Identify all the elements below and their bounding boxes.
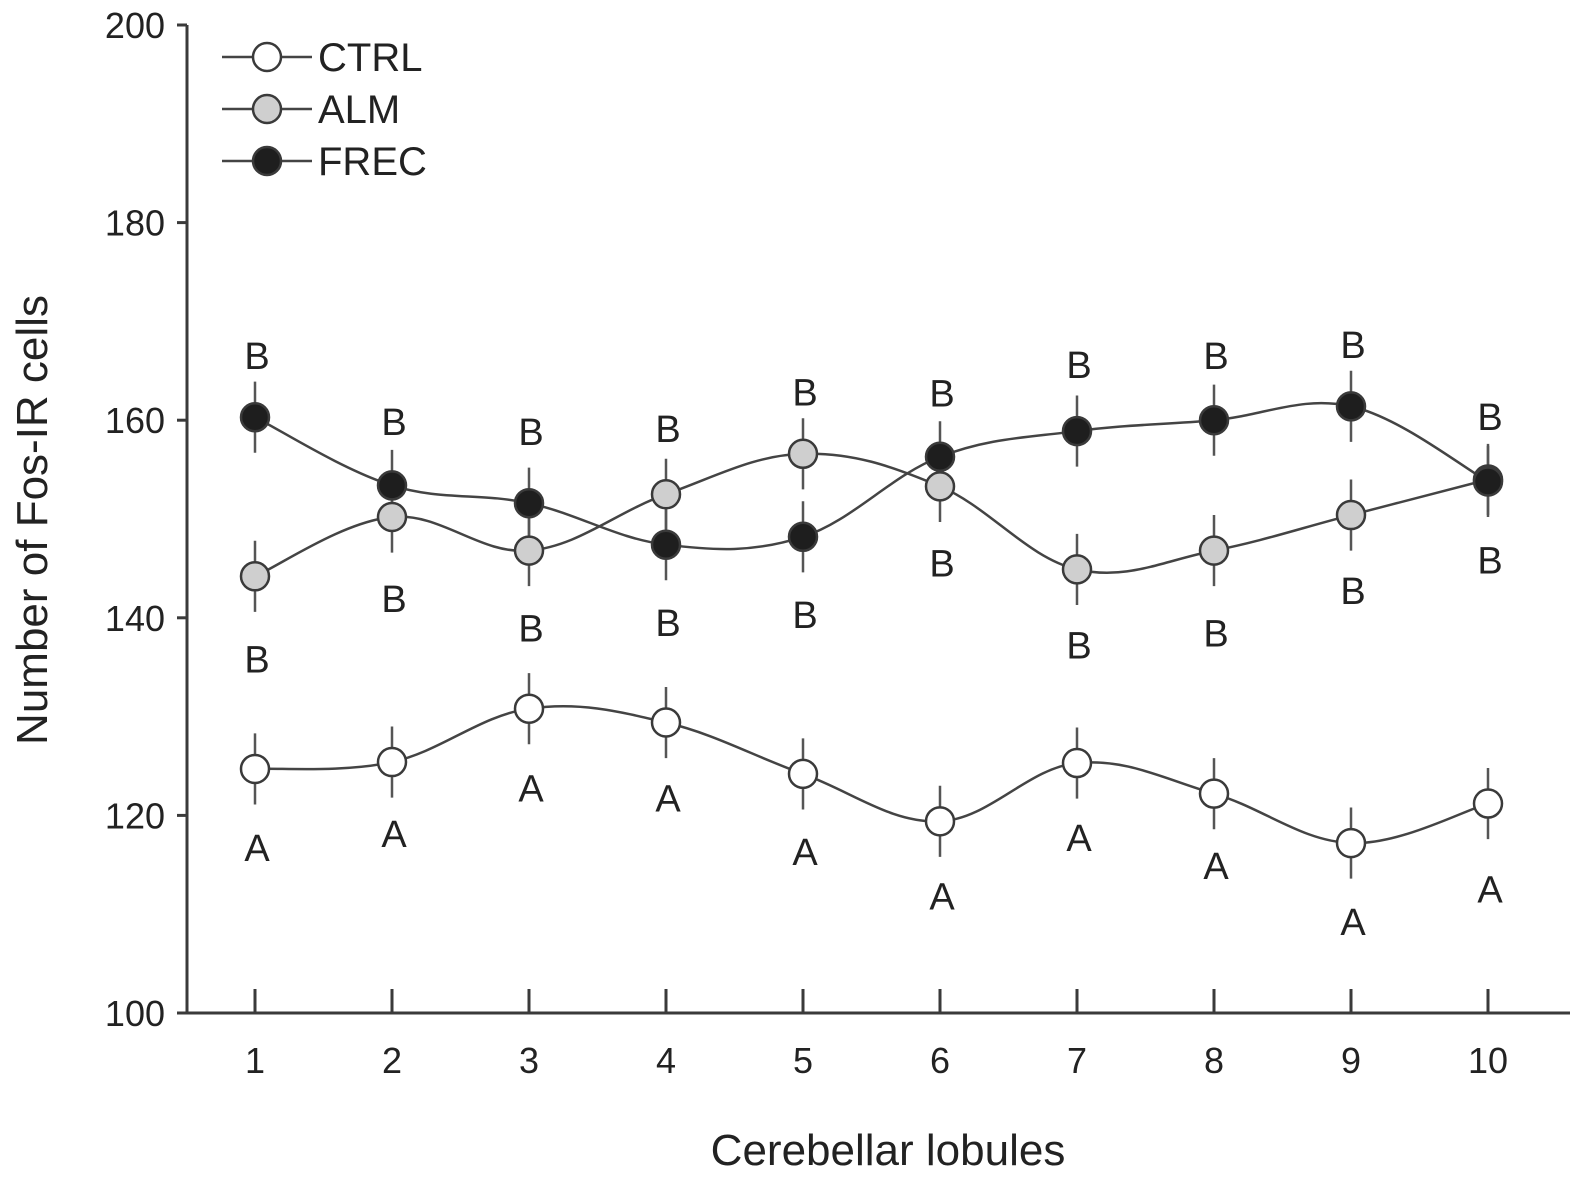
alm-significance-label: B [1340, 571, 1365, 613]
axes [185, 25, 1570, 1015]
frec-significance-label: B [381, 402, 406, 444]
ctrl-significance-label: A [1477, 870, 1503, 912]
alm-significance-label: B [655, 603, 680, 645]
ctrl-significance-label: A [1066, 818, 1092, 860]
alm-significance-label: B [381, 579, 406, 621]
x-tick-label: 4 [656, 1040, 676, 1081]
ctrl-point [924, 806, 956, 837]
ctrl-point [376, 746, 408, 778]
series-markers [239, 391, 1504, 859]
y-tick-label: 100 [105, 993, 165, 1034]
frec-significance-label: B [792, 373, 817, 415]
alm-point [513, 535, 545, 566]
ctrl-legend-marker [251, 41, 283, 73]
frec-point [924, 441, 956, 473]
alm-point [1335, 499, 1367, 531]
ctrl-significance-label: A [1340, 902, 1366, 944]
alm-significance-label: B [244, 639, 269, 681]
ctrl-point [513, 693, 545, 724]
ctrl-point [650, 707, 682, 738]
alm-significance-label: B [1477, 541, 1502, 583]
alm-significance-label: B [518, 609, 543, 651]
x-tick-label: 2 [382, 1040, 402, 1081]
frec-point [376, 470, 408, 501]
frec-point [1472, 466, 1504, 497]
alm-point [650, 479, 682, 510]
ctrl-significance-label: A [244, 828, 270, 870]
x-tick-label: 7 [1067, 1040, 1087, 1081]
frec-point [1061, 415, 1093, 447]
alm-point [924, 471, 956, 502]
ctrl-significance-label: A [792, 832, 818, 874]
y-tick-label: 180 [105, 203, 165, 244]
ctrl-point [1472, 788, 1504, 819]
ctrl-significance-label: A [929, 876, 955, 918]
frec-point [787, 521, 819, 553]
y-ticks: 100 120 140 160 180 200 [105, 5, 187, 1034]
frec-significance-label: B [1340, 325, 1365, 367]
frec-significance-label: B [929, 374, 954, 416]
y-tick-label: 200 [105, 5, 165, 46]
alm-point [1198, 535, 1230, 566]
alm-point [787, 438, 819, 470]
y-tick-label: 140 [105, 598, 165, 639]
frec-significance-label: B [518, 412, 543, 454]
frec-point [513, 487, 545, 519]
frec-legend-label: FREC [318, 140, 427, 184]
y-tick-label: 160 [105, 400, 165, 441]
error-bars [253, 370, 1490, 879]
alm-legend-label: ALM [318, 88, 400, 132]
frec-significance-label: B [1066, 345, 1091, 387]
frec-point [1335, 391, 1367, 422]
x-tick-label: 10 [1468, 1040, 1508, 1081]
frec-point [650, 529, 682, 560]
ctrl-point [239, 753, 271, 785]
ctrl-point [1198, 778, 1230, 809]
frec-point [239, 401, 271, 433]
ctrl-point [1335, 827, 1367, 859]
ctrl-point [1061, 747, 1093, 779]
ctrl-significance-label: A [655, 779, 681, 821]
x-axis-title: Cerebellar lobules [711, 1126, 1066, 1175]
ctrl-significance-label: A [518, 769, 544, 811]
alm-significance-label: B [929, 543, 954, 585]
alm-significance-label: B [1203, 614, 1228, 656]
frec-significance-label: B [655, 409, 680, 451]
frec-point [1198, 404, 1230, 436]
x-tick-label: 9 [1341, 1040, 1361, 1081]
significance-labels: A A A A A A A A A A B B B B B B B B B B B B B B B B B B B B [244, 325, 1503, 944]
x-tick-label: 1 [245, 1040, 265, 1081]
ctrl-significance-label: A [381, 814, 407, 856]
ctrl-significance-label: A [1203, 846, 1229, 888]
x-tick-label: 5 [793, 1040, 813, 1081]
legend: CTRL ALM FREC [222, 36, 427, 184]
alm-point [376, 501, 408, 533]
alm-point [1061, 554, 1093, 585]
frec-line [254, 402, 1489, 551]
alm-point [239, 561, 271, 592]
x-tick-label: 3 [519, 1040, 539, 1081]
frec-significance-label: B [1477, 397, 1502, 439]
frec-significance-label: B [244, 336, 269, 378]
x-tick-label: 8 [1204, 1040, 1224, 1081]
x-tick-label: 6 [930, 1040, 950, 1081]
alm-significance-label: B [1066, 625, 1091, 667]
ctrl-point [787, 758, 819, 790]
x-ticks: 1 2 3 4 5 6 7 8 9 10 [245, 989, 1508, 1081]
frec-legend-marker [251, 145, 283, 177]
frec-significance-label: B [1203, 336, 1228, 378]
y-tick-label: 120 [105, 795, 165, 836]
ctrl-line [254, 704, 1489, 845]
alm-legend-marker [251, 93, 283, 125]
ctrl-legend-label: CTRL [318, 36, 422, 80]
y-axis-title: Number of Fos-IR cells [8, 295, 57, 745]
series-lines [254, 402, 1489, 845]
alm-line [254, 452, 1489, 578]
alm-significance-label: B [792, 595, 817, 637]
